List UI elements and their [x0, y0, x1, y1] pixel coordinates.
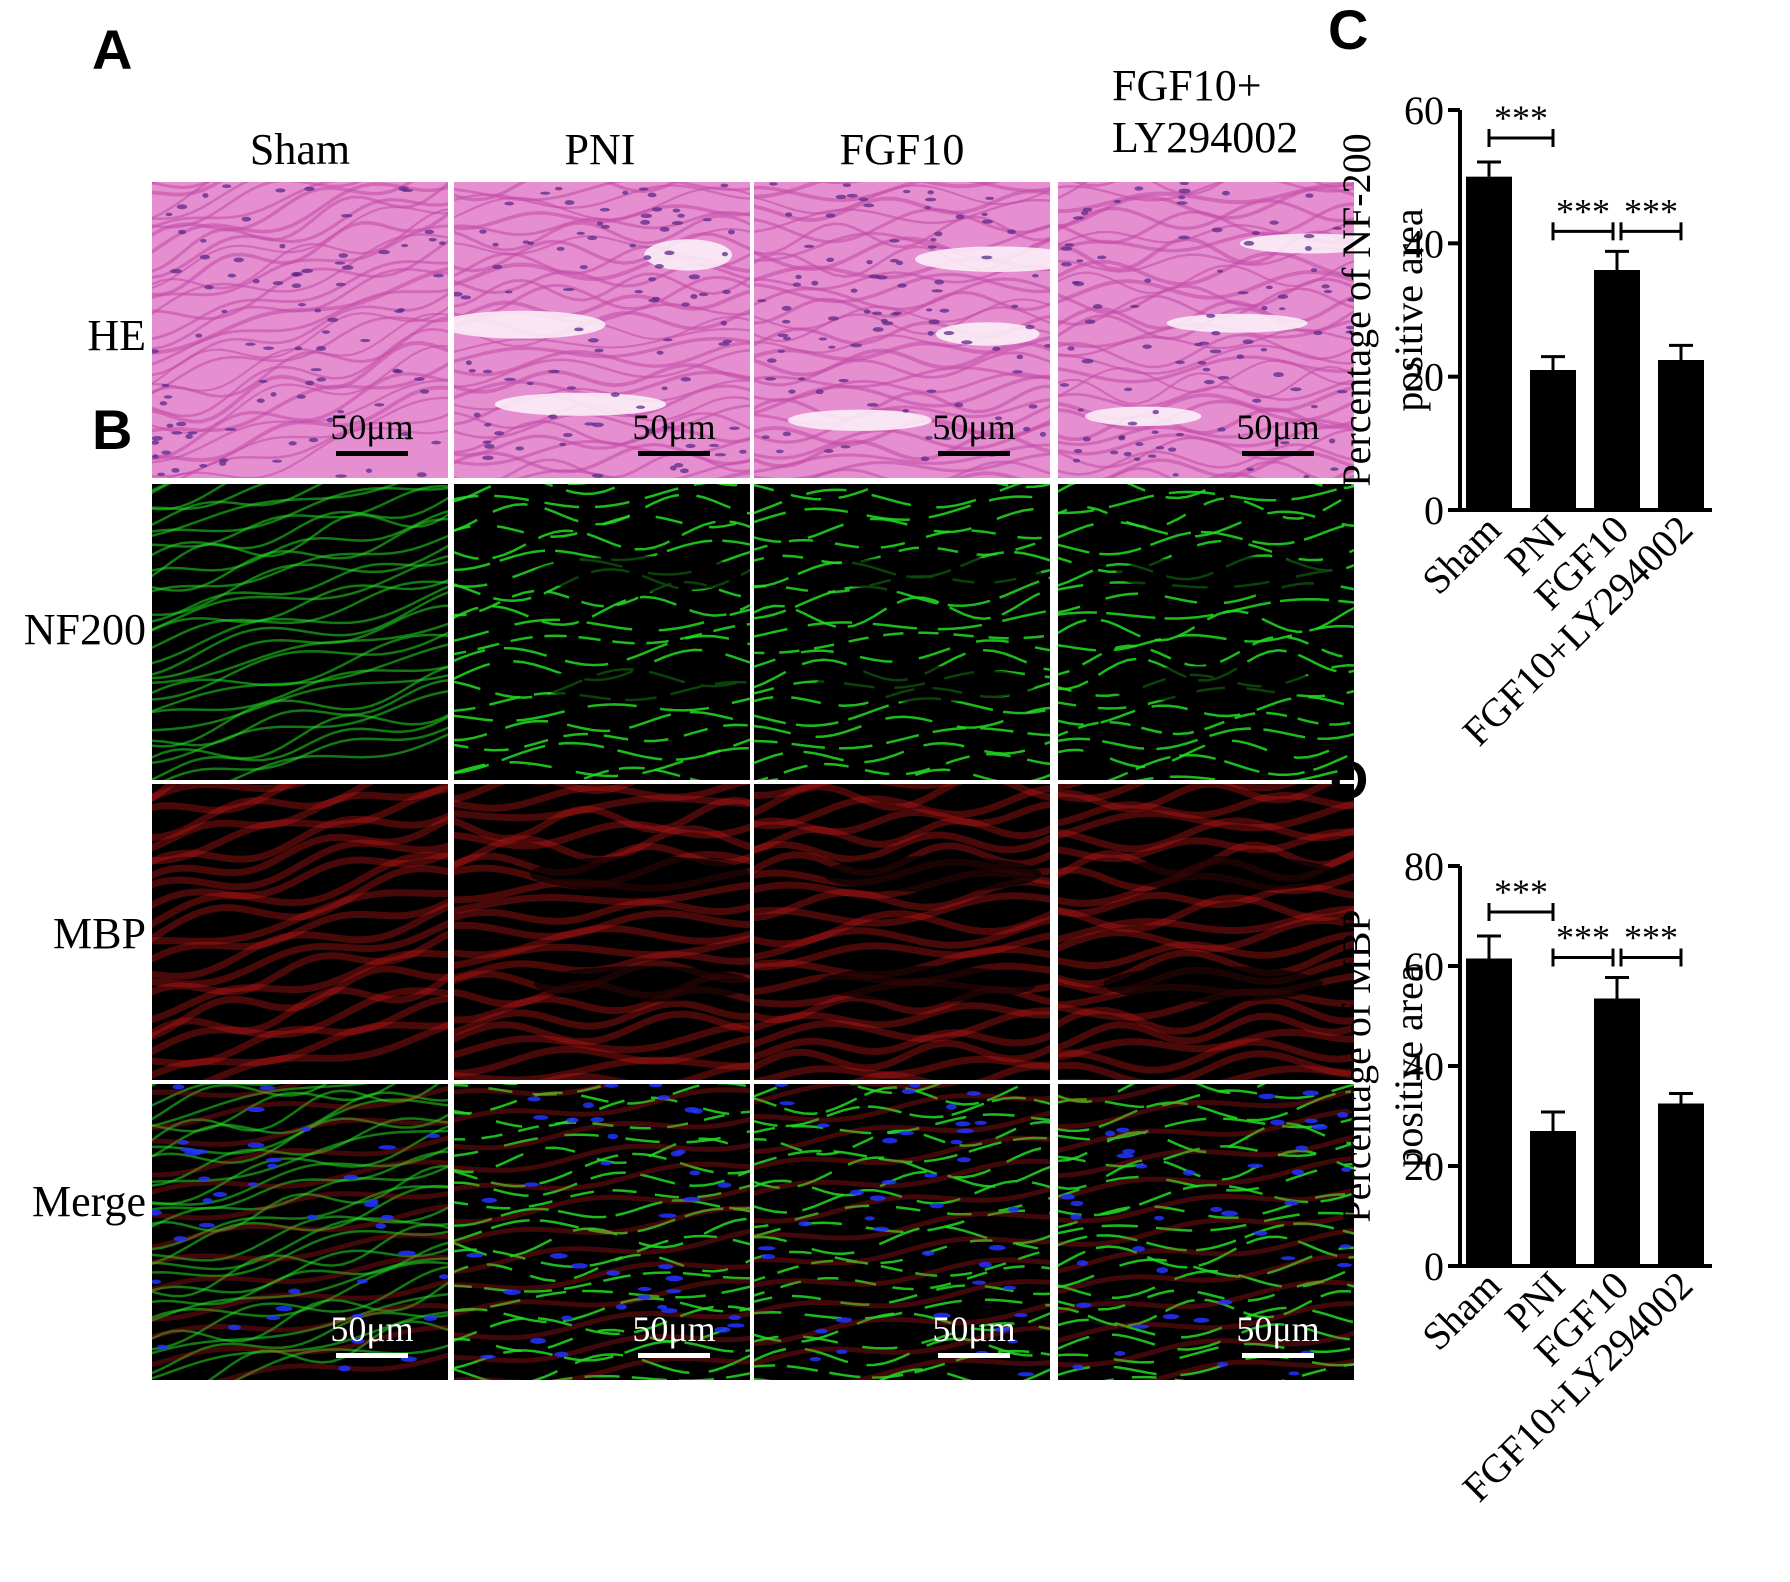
- micrograph-he-fgf10: 50μm: [754, 182, 1050, 478]
- row-label-nf200: NF200: [23, 605, 146, 654]
- micrograph-nf200-fgf10-ly294002: [1058, 484, 1354, 780]
- scale-bar: 50μm: [322, 409, 422, 456]
- micrograph-mbp-fgf10-ly294002: [1058, 784, 1354, 1080]
- y-tick-label: 20: [1404, 355, 1444, 400]
- scale-bar-line: [1242, 1353, 1314, 1358]
- scale-bar-line: [336, 451, 408, 456]
- significance-label: ***: [1624, 191, 1678, 231]
- row-label-mbp: MBP: [53, 909, 146, 958]
- scale-bar-line: [938, 1353, 1010, 1358]
- column-label-sham: Sham: [249, 125, 351, 174]
- bar-sham: [1466, 176, 1512, 510]
- bar-pni: [1530, 1131, 1576, 1266]
- column-label-fgf10-ly294002: FGF10+ LY294002: [1112, 61, 1299, 162]
- scale-bar-label: 50μm: [632, 1309, 716, 1349]
- micrograph-nf200-sham: [152, 484, 448, 780]
- significance-label: ***: [1556, 918, 1610, 958]
- scale-bar: 50μm: [924, 409, 1024, 456]
- y-tick-label: 40: [1404, 221, 1444, 266]
- significance-label: ***: [1624, 918, 1678, 958]
- y-axis-label-line: Percentage of NF-200: [1340, 133, 1379, 486]
- bar-sham: [1466, 958, 1512, 1266]
- micrograph-merge-pni: 50μm: [454, 1084, 750, 1380]
- scale-bar-label: 50μm: [330, 1309, 414, 1349]
- scale-bar-line: [1242, 451, 1314, 456]
- scale-bar-line: [638, 451, 710, 456]
- y-tick-label: 60: [1404, 944, 1444, 989]
- micrograph-mbp-pni: [454, 784, 750, 1080]
- bar-fgf10: [1594, 270, 1640, 510]
- scale-bar: 50μm: [322, 1311, 422, 1358]
- scale-bar-line: [336, 1353, 408, 1358]
- bar-pni: [1530, 370, 1576, 510]
- significance-label: ***: [1494, 872, 1548, 912]
- micrograph-he-pni: 50μm: [454, 182, 750, 478]
- significance-label: ***: [1556, 191, 1610, 231]
- bar-fgf10-ly294002: [1658, 1103, 1704, 1266]
- scale-bar: 50μm: [1228, 409, 1328, 456]
- micrograph-merge-fgf10-ly294002: 50μm: [1058, 1084, 1354, 1380]
- bar-fgf10: [1594, 998, 1640, 1266]
- micrograph-mbp-sham: [152, 784, 448, 1080]
- scale-bar-line: [938, 451, 1010, 456]
- scale-bar: 50μm: [1228, 1311, 1328, 1358]
- y-axis-label-line: positive area: [1386, 208, 1431, 411]
- scale-bar-label: 50μm: [932, 407, 1016, 447]
- panel-letter-b: B: [92, 398, 133, 461]
- panel-letter-c: C: [1328, 0, 1369, 61]
- scale-bar: 50μm: [924, 1311, 1024, 1358]
- scale-bar-label: 50μm: [1236, 407, 1320, 447]
- y-tick-label: 60: [1404, 88, 1444, 133]
- column-label-pni: PNI: [564, 125, 636, 174]
- y-tick-label: 20: [1404, 1144, 1444, 1189]
- scale-bar-line: [638, 1353, 710, 1358]
- row-label-merge: Merge: [31, 1177, 146, 1226]
- micrograph-he-sham: 50μm: [152, 182, 448, 478]
- y-tick-label: 80: [1404, 844, 1444, 889]
- micrograph-merge-sham: 50μm: [152, 1084, 448, 1380]
- scale-bar-label: 50μm: [1236, 1309, 1320, 1349]
- scale-bar-label: 50μm: [632, 407, 716, 447]
- micrograph-mbp-fgf10: [754, 784, 1050, 1080]
- micrograph-he-fgf10-ly294002: 50μm: [1058, 182, 1354, 478]
- significance-label: ***: [1494, 98, 1548, 138]
- micrograph-nf200-fgf10: [754, 484, 1050, 780]
- y-axis-label-line: positive area: [1386, 964, 1431, 1167]
- y-tick-label: 40: [1404, 1044, 1444, 1089]
- micrograph-nf200-pni: [454, 484, 750, 780]
- micrograph-merge-fgf10: 50μm: [754, 1084, 1050, 1380]
- scale-bar-label: 50μm: [330, 407, 414, 447]
- y-tick-label: 0: [1424, 1244, 1444, 1289]
- panel-letter-a: A: [92, 18, 133, 81]
- y-tick-label: 0: [1424, 488, 1444, 533]
- row-label-he: HE: [87, 311, 146, 360]
- y-axis-label-line: Percentage of MBP: [1340, 909, 1379, 1222]
- scale-bar-label: 50μm: [932, 1309, 1016, 1349]
- scale-bar: 50μm: [624, 1311, 724, 1358]
- scale-bar: 50μm: [624, 409, 724, 456]
- bar-fgf10-ly294002: [1658, 360, 1704, 510]
- column-label-fgf10: FGF10: [839, 125, 965, 174]
